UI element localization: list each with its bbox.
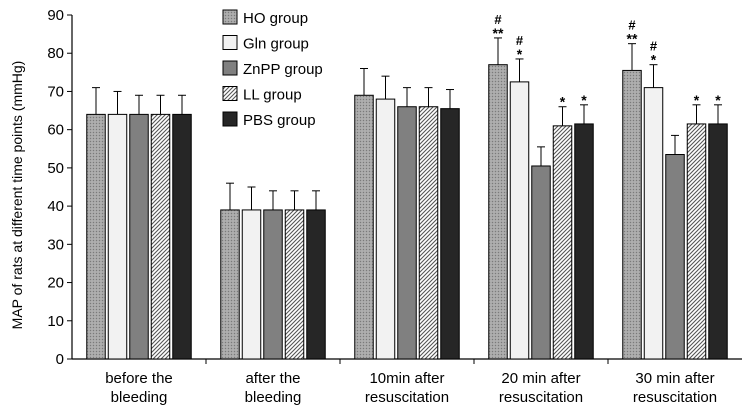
y-tick-label: 20 [47, 275, 64, 292]
bars-group: **#*#* ***#*#* * [86, 12, 728, 360]
significance-mark: * [517, 46, 523, 62]
y-tick-label: 80 [47, 45, 64, 62]
x-tick-label: 10min after [369, 370, 444, 387]
bar [531, 165, 551, 360]
bar [241, 209, 262, 360]
y-tick-label: 40 [47, 198, 64, 215]
x-tick-label: after the [245, 370, 300, 387]
y-axis-label: MAP of rats at different time points (mm… [9, 61, 25, 330]
x-tick-label: 20 min after [501, 370, 580, 387]
y-tick-label: 0 [56, 351, 64, 368]
axes: 0 10 20 30 40 50 60 70 80 90 before the bleeding aft… [47, 7, 742, 406]
legend-swatch [222, 9, 238, 25]
bar [107, 113, 128, 360]
bar [418, 106, 439, 360]
legend-label: LL group [243, 87, 302, 104]
significance-mark: * [651, 52, 657, 68]
bar [397, 106, 417, 360]
significance-mark: * [581, 92, 587, 108]
bar [284, 209, 305, 360]
significance-mark: * [715, 92, 721, 108]
bar [354, 94, 374, 360]
legend-swatch [222, 35, 238, 50]
bar [686, 123, 707, 360]
bar [708, 123, 728, 360]
legend-label: HO group [243, 10, 308, 27]
bar [263, 209, 283, 360]
significance-mark: * [694, 92, 700, 108]
significance-mark: ** [493, 25, 504, 41]
y-tick-label: 30 [47, 236, 64, 253]
significance-mark: ** [627, 31, 638, 47]
x-tick-label: resuscitation [633, 389, 717, 406]
bar [574, 123, 594, 360]
bar [306, 209, 326, 360]
significance-mark: # [650, 39, 658, 54]
x-tick-label: bleeding [245, 389, 302, 406]
bar [129, 113, 149, 360]
legend-label: Gln group [243, 36, 309, 53]
bar [622, 69, 642, 360]
x-tick-label: bleeding [111, 389, 168, 406]
legend-label: ZnPP group [243, 61, 323, 78]
bar [150, 113, 171, 360]
bar [552, 125, 573, 360]
bar [440, 108, 460, 360]
x-tick-label: 30 min after [635, 370, 714, 387]
bar [488, 64, 508, 360]
y-tick-label: 90 [47, 7, 64, 24]
significance-mark: * [560, 94, 566, 110]
legend-swatch [222, 111, 238, 127]
bar [375, 98, 396, 360]
x-tick-label: before the [105, 370, 173, 387]
x-tick-label: resuscitation [499, 389, 583, 406]
y-tick-label: 10 [47, 313, 64, 330]
bar [665, 154, 685, 360]
bar [220, 209, 240, 360]
y-tick-label: 50 [47, 160, 64, 177]
significance-mark: # [494, 12, 502, 27]
legend-label: PBS group [243, 112, 316, 129]
bar [172, 113, 192, 360]
bar [86, 113, 106, 360]
legend-swatch [222, 60, 238, 76]
legend: HO group Gln group ZnPP group LL group PBS g… [222, 9, 323, 129]
x-tick-label: resuscitation [365, 389, 449, 406]
significance-mark: # [628, 18, 636, 33]
y-tick-label: 60 [47, 122, 64, 139]
bar [509, 81, 530, 360]
y-tick-label: 70 [47, 83, 64, 100]
bar [643, 87, 664, 360]
legend-swatch [222, 86, 238, 101]
significance-mark: # [516, 33, 524, 48]
